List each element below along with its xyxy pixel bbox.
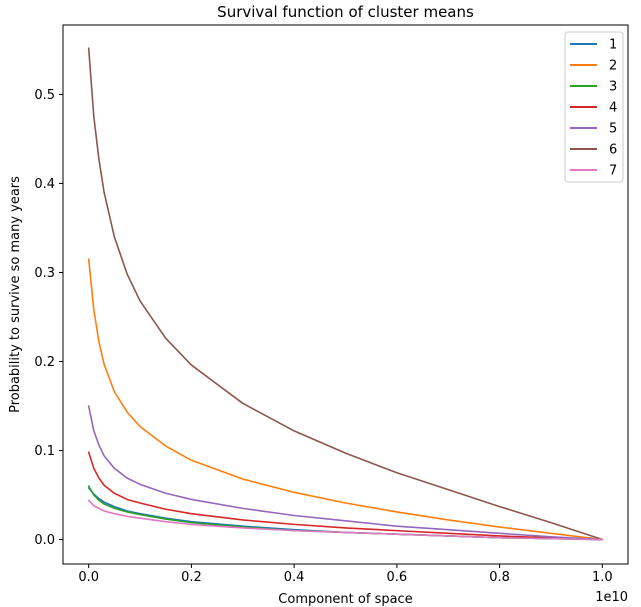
x-tick-label: 0.8 xyxy=(489,570,510,585)
x-tick-label: 0.6 xyxy=(387,570,408,585)
x-tick-label: 0.0 xyxy=(78,570,99,585)
legend-label-4: 4 xyxy=(609,101,617,116)
legend: 1 2 3 4 5 6 7 xyxy=(564,31,624,183)
legend-label-5: 5 xyxy=(609,122,617,137)
legend-label-2: 2 xyxy=(609,59,617,74)
series-line-6 xyxy=(87,47,604,541)
legend-label-1: 1 xyxy=(609,38,617,53)
series-line-2 xyxy=(87,258,604,541)
series-line-4 xyxy=(87,451,604,541)
axes-frame xyxy=(62,24,629,565)
x-tick-label: 1.0 xyxy=(592,570,613,585)
series-line-5 xyxy=(87,405,604,541)
y-tick-label: 0.1 xyxy=(34,444,55,459)
chart-title: Survival function of cluster means xyxy=(217,3,474,21)
legend-items: 1 2 3 4 5 6 7 xyxy=(570,38,617,179)
y-tick-label: 0.5 xyxy=(34,88,55,103)
y-tick-label: 0.3 xyxy=(34,266,55,281)
y-tick-label: 0.4 xyxy=(34,177,55,192)
series-line-7 xyxy=(87,499,604,541)
y-axis-ticks: 0.0 0.1 0.2 0.3 0.4 0.5 xyxy=(34,88,63,548)
plot-background xyxy=(63,25,628,564)
series-lines xyxy=(87,47,604,541)
legend-label-3: 3 xyxy=(609,80,617,95)
legend-label-7: 7 xyxy=(609,164,617,179)
y-tick-label: 0.2 xyxy=(34,355,55,370)
x-axis-label: Component of space xyxy=(278,592,412,607)
x-tick-label: 0.4 xyxy=(284,570,305,585)
plot-area: 0.0 0.2 0.4 0.6 0.8 1.0 0.0 0.1 0.2 0.3 0.4 0.5 xyxy=(34,24,629,585)
legend-label-6: 6 xyxy=(609,143,617,158)
x-axis-ticks: 0.0 0.2 0.4 0.6 0.8 1.0 xyxy=(78,564,613,585)
x-axis-offset-label: 1e10 xyxy=(595,590,628,605)
x-tick-label: 0.2 xyxy=(181,570,202,585)
y-axis-label: Probability to survive so many years xyxy=(8,176,23,413)
y-tick-label: 0.0 xyxy=(34,533,55,548)
